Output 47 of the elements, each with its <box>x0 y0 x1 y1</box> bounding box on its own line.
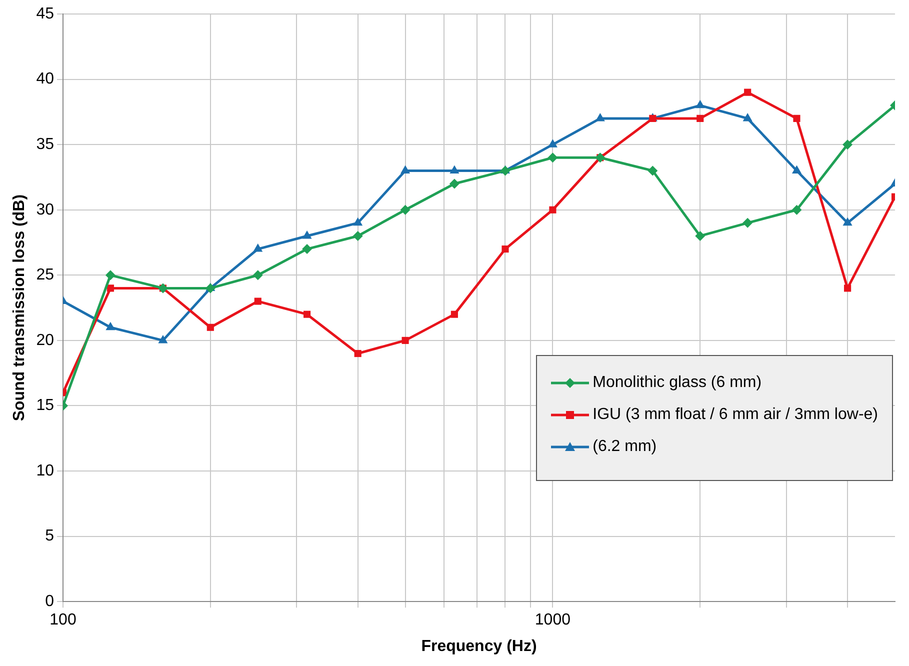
point <box>695 230 706 241</box>
x-tick-label: 100 <box>50 612 76 629</box>
point <box>353 217 363 226</box>
x-tick-label: 1000 <box>534 612 571 629</box>
point <box>302 244 312 254</box>
point <box>792 165 802 174</box>
point <box>302 230 312 239</box>
y-tick-label: 5 <box>45 528 54 545</box>
point <box>303 310 311 318</box>
y-tick-label: 45 <box>36 5 54 22</box>
y-tick-label: 15 <box>36 397 54 414</box>
point <box>402 336 409 344</box>
point <box>695 100 705 108</box>
point <box>696 114 704 122</box>
point <box>744 88 752 96</box>
point <box>548 152 558 163</box>
point <box>400 204 410 215</box>
point <box>254 298 262 305</box>
x-axis-title: Frequency (Hz) <box>421 638 537 655</box>
y-tick-label: 35 <box>36 136 54 153</box>
point <box>792 204 802 215</box>
point <box>549 206 556 214</box>
y-axis-title: Sound transmission loss (dB) <box>11 194 28 422</box>
point <box>206 324 214 331</box>
y-tick-label: 30 <box>36 201 54 218</box>
point <box>354 350 362 358</box>
point <box>400 165 410 174</box>
legend-label: IGU (3 mm float / 6 mm air / 3mm low-e) <box>592 406 878 424</box>
point <box>595 112 605 122</box>
point <box>252 270 263 280</box>
legend-label: Monolithic glass (6 mm) <box>592 374 762 392</box>
point <box>450 165 460 174</box>
point <box>205 283 216 294</box>
y-tick-label: 40 <box>36 70 54 88</box>
point <box>793 114 800 122</box>
y-tick-label: 25 <box>36 266 54 284</box>
point <box>450 310 458 318</box>
point <box>352 230 363 241</box>
point <box>253 244 263 252</box>
point <box>742 218 753 228</box>
point <box>742 112 752 122</box>
y-tick-label: 10 <box>36 462 54 480</box>
legend-label: (6.2 mm) <box>592 438 657 456</box>
point <box>449 178 460 189</box>
point <box>548 139 558 148</box>
y-tick-label: 0 <box>45 593 54 610</box>
y-tick-label: 20 <box>36 332 54 349</box>
